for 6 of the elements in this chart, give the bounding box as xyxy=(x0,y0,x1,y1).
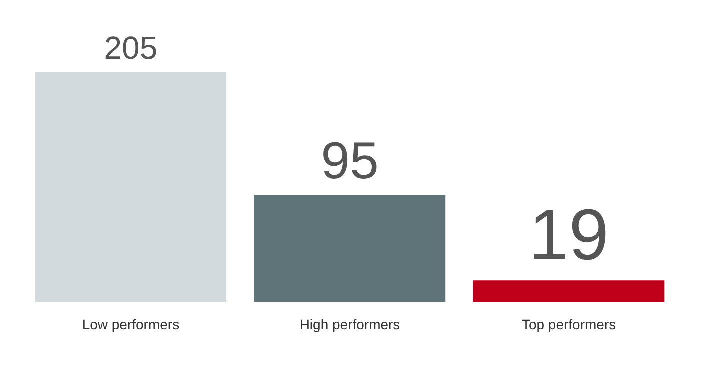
x-tick-label: Low performers xyxy=(82,316,180,332)
x-tick-label: Top performers xyxy=(522,316,616,332)
data-label: 95 xyxy=(321,132,379,190)
data-label: 19 xyxy=(529,196,610,276)
x-tick-label: High performers xyxy=(300,316,400,332)
data-label: 205 xyxy=(104,30,158,66)
